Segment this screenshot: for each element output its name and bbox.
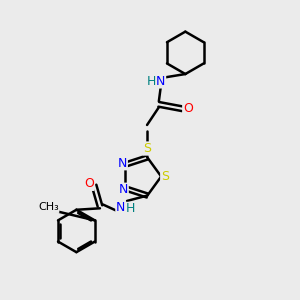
Text: N: N (116, 201, 125, 214)
Text: N: N (119, 183, 128, 196)
Text: H: H (147, 75, 156, 88)
Text: N: N (156, 75, 166, 88)
Text: H: H (125, 202, 135, 215)
Text: N: N (118, 157, 127, 170)
Text: O: O (183, 102, 193, 115)
Text: O: O (84, 177, 94, 190)
Text: S: S (143, 142, 151, 155)
Text: S: S (161, 170, 169, 183)
Text: CH₃: CH₃ (38, 202, 59, 212)
